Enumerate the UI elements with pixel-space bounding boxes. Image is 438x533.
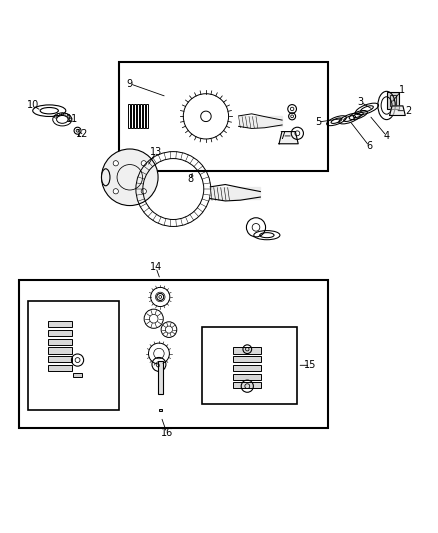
Bar (233, 374, 261, 379)
Bar (48, 348, 72, 353)
Text: 15: 15 (304, 360, 317, 370)
Text: 5: 5 (315, 117, 321, 127)
Text: 14: 14 (150, 262, 162, 272)
Bar (137, 104, 139, 128)
Circle shape (102, 149, 158, 206)
Bar (48, 321, 72, 327)
Circle shape (141, 160, 146, 166)
Bar (73, 373, 82, 377)
Polygon shape (390, 106, 405, 116)
Ellipse shape (102, 169, 110, 186)
Text: 10: 10 (27, 100, 39, 110)
Bar (28, 301, 119, 410)
Bar (140, 104, 142, 128)
Text: 6: 6 (366, 141, 372, 151)
Bar (233, 348, 261, 353)
Circle shape (113, 189, 118, 194)
Circle shape (141, 189, 146, 194)
Text: 2: 2 (405, 106, 411, 116)
Bar (48, 356, 72, 362)
Bar (131, 104, 133, 128)
Bar (48, 339, 72, 345)
Bar (201, 327, 297, 403)
Bar (134, 104, 136, 128)
Text: 1: 1 (399, 85, 405, 95)
Bar (233, 365, 261, 371)
Text: 7: 7 (279, 131, 285, 141)
Text: 3: 3 (357, 97, 364, 107)
Text: 12: 12 (76, 129, 88, 139)
Polygon shape (279, 132, 298, 144)
Bar (19, 279, 328, 427)
Text: 11: 11 (66, 114, 78, 124)
Bar (233, 382, 261, 389)
Bar (48, 365, 72, 371)
Bar (119, 62, 328, 171)
Bar (145, 104, 148, 128)
Bar (127, 104, 130, 128)
Bar (142, 104, 145, 128)
Text: 16: 16 (161, 428, 173, 438)
Bar (159, 409, 162, 411)
Bar (48, 330, 72, 336)
Text: 8: 8 (187, 174, 194, 184)
Bar (387, 92, 399, 109)
Bar (233, 356, 261, 362)
Bar (158, 361, 163, 394)
Text: 13: 13 (150, 148, 162, 157)
Text: 4: 4 (384, 131, 390, 141)
Bar (390, 95, 396, 106)
Text: 9: 9 (127, 79, 133, 88)
Circle shape (113, 160, 118, 166)
